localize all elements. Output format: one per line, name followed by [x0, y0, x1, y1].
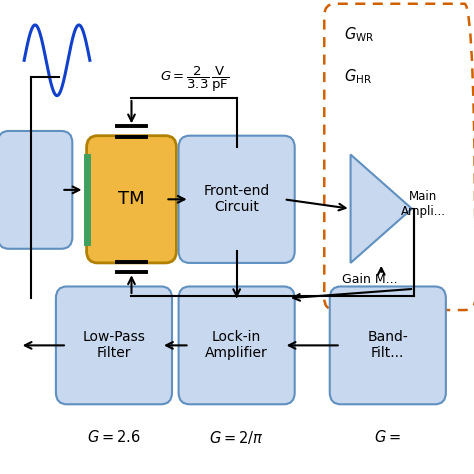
- Text: Front-end
Circuit: Front-end Circuit: [203, 184, 270, 214]
- FancyBboxPatch shape: [56, 286, 172, 404]
- Text: Lock-in
Amplifier: Lock-in Amplifier: [205, 330, 268, 361]
- Text: $G_{\mathrm{WR}}$: $G_{\mathrm{WR}}$: [344, 25, 374, 44]
- FancyBboxPatch shape: [179, 136, 295, 263]
- Text: Low-Pass
Filter: Low-Pass Filter: [82, 330, 146, 361]
- Text: $G = 2/\pi$: $G = 2/\pi$: [210, 429, 264, 446]
- Text: $G_{\mathrm{HR}}$: $G_{\mathrm{HR}}$: [344, 67, 372, 86]
- Text: $G = \dfrac{2}{3.3}\,\dfrac{\mathrm{V}}{\mathrm{pF}}$: $G = \dfrac{2}{3.3}\,\dfrac{\mathrm{V}}{…: [160, 64, 230, 94]
- Text: Main
Ampli...: Main Ampli...: [401, 190, 446, 218]
- FancyBboxPatch shape: [179, 286, 295, 404]
- FancyBboxPatch shape: [330, 286, 446, 404]
- FancyBboxPatch shape: [0, 131, 73, 249]
- Text: $G =$: $G =$: [374, 429, 401, 445]
- FancyBboxPatch shape: [87, 136, 176, 263]
- Text: TM: TM: [118, 190, 145, 208]
- Polygon shape: [351, 155, 412, 263]
- Text: Band-
Filt...: Band- Filt...: [367, 330, 408, 361]
- Text: Gain M...: Gain M...: [343, 273, 398, 286]
- Text: $G = 2.6$: $G = 2.6$: [87, 429, 141, 445]
